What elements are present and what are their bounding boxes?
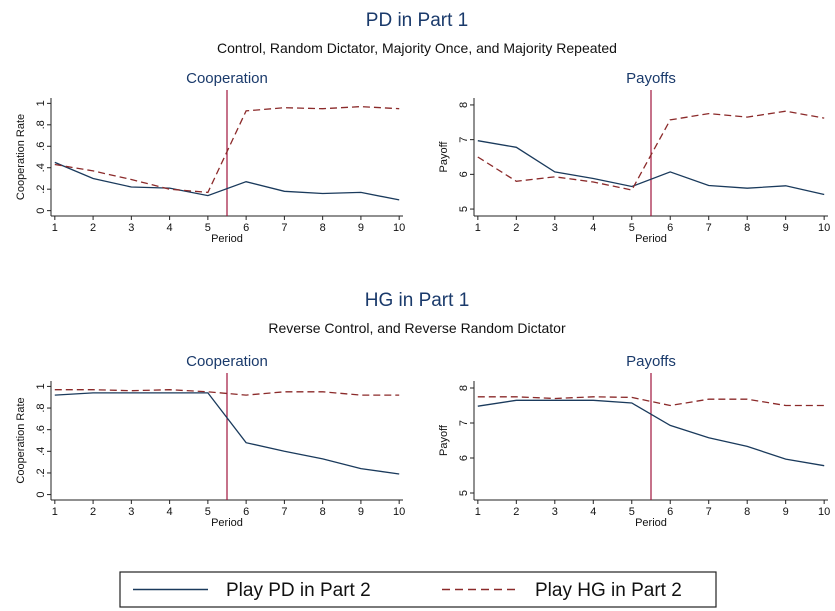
x-tick-label: 2 bbox=[90, 222, 96, 234]
x-tick-label: 9 bbox=[783, 222, 789, 234]
panel-pd-cooperation: Cooperation 0 .2 .4 .6 .8 1 Cooperation Rate 1 2 3… bbox=[15, 70, 405, 245]
panel-title: Payoffs bbox=[626, 70, 676, 87]
x-tick-label: 4 bbox=[590, 506, 596, 518]
x-tick-label: 7 bbox=[706, 222, 712, 234]
y-tick-label: .4 bbox=[35, 447, 47, 456]
panel-hg-cooperation: Cooperation 0 .2 .4 .6 .8 1 Cooperation Rate 1 2 3… bbox=[15, 353, 405, 529]
panel-pd-payoffs: Payoffs 5 6 7 8 Payoff 1 2 3 4 5 6 7 8 9 10 Period bbox=[438, 70, 830, 245]
x-tick-label: 9 bbox=[783, 506, 789, 518]
y-tick-label: .8 bbox=[35, 403, 47, 412]
y-tick-label: 8 bbox=[458, 102, 470, 108]
x-tick-label: 10 bbox=[818, 222, 830, 234]
x-tick-label: 7 bbox=[281, 222, 287, 234]
x-tick-label: 3 bbox=[552, 222, 558, 234]
y-tick-label: 1 bbox=[35, 100, 47, 106]
panel-title: Payoffs bbox=[626, 353, 676, 370]
x-tick-label: 5 bbox=[629, 222, 635, 234]
group-2-title: HG in Part 1 bbox=[365, 290, 470, 311]
x-tick-label: 8 bbox=[320, 506, 326, 518]
panel-title: Cooperation bbox=[186, 70, 268, 87]
y-tick-label: .8 bbox=[35, 120, 47, 129]
y-tick-label: 7 bbox=[458, 420, 470, 426]
x-tick-label: 9 bbox=[358, 222, 364, 234]
x-tick-label: 3 bbox=[128, 506, 134, 518]
y-tick-label: .2 bbox=[35, 185, 47, 194]
x-tick-label: 3 bbox=[128, 222, 134, 234]
series-line-play-pd bbox=[477, 399, 825, 467]
x-tick-label: 6 bbox=[243, 506, 249, 518]
series-line-play-hg bbox=[54, 105, 400, 194]
y-tick-label: 0 bbox=[35, 208, 47, 214]
panel-title: Cooperation bbox=[186, 353, 268, 370]
y-tick-label: 8 bbox=[458, 385, 470, 391]
x-tick-label: 2 bbox=[513, 222, 519, 234]
y-tick-label: .6 bbox=[35, 425, 47, 434]
legend-label-hg: Play HG in Part 2 bbox=[535, 580, 682, 601]
x-tick-label: 6 bbox=[667, 222, 673, 234]
x-tick-label: 3 bbox=[552, 506, 558, 518]
x-tick-label: 1 bbox=[52, 222, 58, 234]
y-tick-label: .6 bbox=[35, 142, 47, 151]
x-tick-label: 7 bbox=[706, 506, 712, 518]
x-tick-label: 4 bbox=[167, 506, 173, 518]
y-tick-label: 0 bbox=[35, 492, 47, 498]
legend-label-pd: Play PD in Part 2 bbox=[226, 580, 371, 601]
x-axis-label: Period bbox=[211, 517, 243, 529]
x-tick-label: 6 bbox=[243, 222, 249, 234]
x-tick-label: 8 bbox=[320, 222, 326, 234]
x-tick-label: 10 bbox=[818, 506, 830, 518]
x-tick-label: 1 bbox=[475, 506, 481, 518]
x-tick-label: 10 bbox=[393, 222, 405, 234]
x-axis-label: Period bbox=[211, 233, 243, 245]
y-tick-label: 6 bbox=[458, 455, 470, 461]
x-axis-label: Period bbox=[635, 233, 667, 245]
y-axis-label: Cooperation Rate bbox=[15, 114, 27, 200]
series-line-play-pd bbox=[54, 392, 400, 475]
x-tick-label: 7 bbox=[281, 506, 287, 518]
x-tick-label: 6 bbox=[667, 506, 673, 518]
y-tick-label: 1 bbox=[35, 383, 47, 389]
y-axis-label: Payoff bbox=[438, 424, 450, 456]
x-tick-label: 4 bbox=[167, 222, 173, 234]
legend-box bbox=[119, 571, 717, 608]
y-axis-label: Payoff bbox=[438, 141, 450, 173]
x-tick-label: 2 bbox=[90, 506, 96, 518]
series-line-play-hg bbox=[477, 110, 825, 191]
series-line-play-hg bbox=[477, 396, 825, 407]
x-tick-label: 2 bbox=[513, 506, 519, 518]
y-tick-label: 5 bbox=[458, 490, 470, 496]
x-tick-label: 5 bbox=[205, 506, 211, 518]
group-1-subtitle: Control, Random Dictator, Majority Once,… bbox=[217, 40, 617, 56]
y-tick-label: 7 bbox=[458, 137, 470, 143]
x-tick-label: 5 bbox=[629, 506, 635, 518]
group-2-subtitle: Reverse Control, and Reverse Random Dict… bbox=[268, 320, 566, 336]
x-tick-label: 9 bbox=[358, 506, 364, 518]
y-axis-label: Cooperation Rate bbox=[15, 397, 27, 483]
series-line-play-pd bbox=[477, 140, 825, 196]
group-1-title: PD in Part 1 bbox=[366, 10, 468, 31]
x-tick-label: 8 bbox=[744, 506, 750, 518]
y-tick-label: 5 bbox=[458, 206, 470, 212]
x-tick-label: 4 bbox=[590, 222, 596, 234]
y-tick-label: .2 bbox=[35, 468, 47, 477]
y-tick-label: 6 bbox=[458, 171, 470, 177]
x-tick-label: 1 bbox=[52, 506, 58, 518]
series-line-play-pd bbox=[54, 161, 400, 201]
x-tick-label: 8 bbox=[744, 222, 750, 234]
x-tick-label: 10 bbox=[393, 506, 405, 518]
x-axis-label: Period bbox=[635, 517, 667, 529]
x-tick-label: 1 bbox=[475, 222, 481, 234]
y-tick-label: .4 bbox=[35, 163, 47, 172]
x-tick-label: 5 bbox=[205, 222, 211, 234]
legend: Play PD in Part 2 Play HG in Part 2 bbox=[119, 571, 717, 608]
series-line-play-hg bbox=[54, 389, 400, 396]
panel-hg-payoffs: Payoffs 5 6 7 8 Payoff 1 2 3 4 5 6 7 8 9 10 Period bbox=[438, 353, 830, 529]
